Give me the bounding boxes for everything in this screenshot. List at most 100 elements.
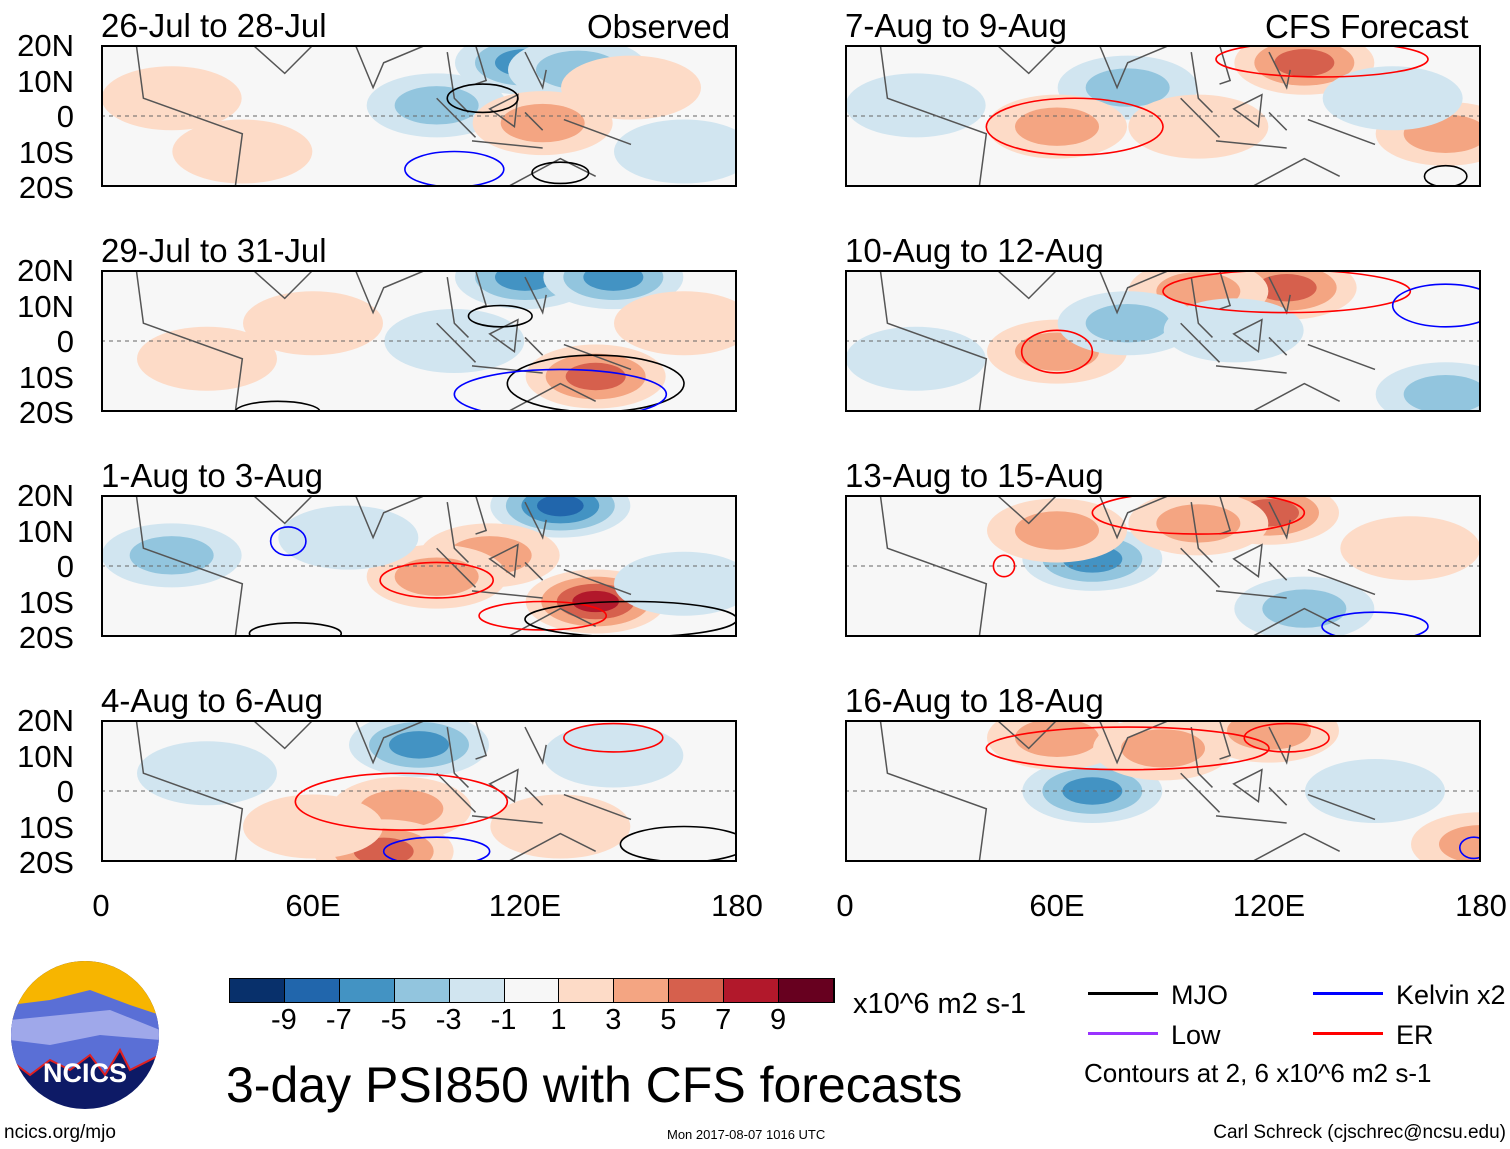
logo-text: NCICS (43, 1058, 127, 1088)
map-panel (845, 45, 1481, 187)
panel-frame (101, 495, 737, 637)
lat-tick-label: 20N (17, 478, 74, 513)
wave-contour (1162, 270, 1412, 314)
anomaly-shading (1274, 49, 1335, 77)
legend-label: Low (1171, 1020, 1221, 1050)
anomaly-shading (1403, 375, 1481, 412)
forecast-label: CFS Forecast (1265, 8, 1469, 45)
panel-frame (101, 270, 737, 412)
lat-tick-label: 10S (18, 134, 74, 170)
lat-tick-label: 10S (18, 584, 74, 620)
lon-tick-label: 60E (1029, 888, 1085, 923)
anomaly-shading (389, 731, 449, 759)
anomaly-shading (565, 362, 626, 391)
anomaly-shading (1340, 516, 1481, 581)
legend-label: ER (1396, 1020, 1434, 1050)
anomaly-shading (1163, 298, 1304, 363)
lat-tick-label: 20S (18, 170, 74, 205)
lat-tick-label: 10N (17, 288, 74, 324)
lat-tick-label: 10S (18, 359, 74, 395)
colorbar-label: -5 (380, 1004, 407, 1036)
anomaly-shading (614, 291, 737, 356)
anomaly-shading (129, 536, 214, 575)
legend-line (1313, 992, 1383, 995)
lat-tick-label: 20S (18, 845, 74, 880)
lon-tick-label: 180 (711, 888, 763, 923)
panel-frame (101, 45, 737, 187)
anomaly-shading (500, 103, 585, 143)
anomaly-shading (1085, 304, 1170, 343)
lon-tick-label: 120E (488, 888, 562, 923)
lon-tick-label: 120E (1232, 888, 1306, 923)
anomaly-shading (845, 326, 986, 391)
legend-line (1313, 1032, 1383, 1035)
colorbar-swatch (394, 979, 450, 1002)
map-panel (101, 495, 737, 637)
footer-link[interactable]: ncics.org/mjo (4, 1122, 116, 1143)
colorbar-swatch (449, 979, 505, 1002)
lon-tick-label: 0 (836, 888, 854, 923)
wave-contour (1020, 329, 1094, 374)
wave-contour (1459, 836, 1481, 860)
wave-contour (1215, 45, 1429, 78)
panel-frame (101, 720, 737, 862)
colorbar-label: 1 (550, 1004, 567, 1036)
anomaly-shading (845, 73, 986, 138)
lat-tick-label: 0 (56, 99, 74, 134)
wave-contour (531, 161, 590, 185)
legend-label: MJO (1171, 980, 1228, 1010)
colorbar-label: -7 (325, 1004, 352, 1036)
panel-frame (845, 45, 1481, 187)
anomaly-shading (1085, 68, 1170, 107)
colorbar-label: -3 (435, 1004, 462, 1036)
anomaly-shading (614, 551, 737, 616)
panel-title: 4-Aug to 6-Aug (101, 682, 323, 719)
panel-title: 7-Aug to 9-Aug (845, 7, 1067, 44)
anomaly-shading (543, 723, 684, 788)
anomaly-shading (537, 495, 584, 517)
anomaly-shading (1322, 66, 1463, 131)
anomaly-shading (561, 55, 701, 120)
anomaly-shading (137, 326, 277, 391)
wave-contour (1091, 495, 1306, 535)
wave-contour (382, 836, 491, 862)
colorbar-swatch (230, 979, 285, 1002)
wave-contour (992, 554, 1016, 578)
anomaly-shading (172, 119, 313, 184)
wave-contour (985, 726, 1270, 771)
colorbar-swatch (669, 979, 725, 1002)
anomaly-shading (1121, 729, 1205, 768)
panel-title: 26-Jul to 28-Jul (101, 7, 327, 44)
wave-contour (524, 600, 737, 637)
map-panel (101, 270, 737, 412)
wave-contour (467, 304, 533, 328)
lat-tick-label: 10S (18, 809, 74, 845)
map-panel (845, 495, 1481, 637)
anomaly-shading (490, 794, 631, 859)
wave-contour (985, 97, 1164, 156)
lat-tick-label: 10N (17, 513, 74, 549)
lat-tick-label: 20N (17, 253, 74, 288)
ncics-logo: NCICS (11, 961, 159, 1109)
anomaly-shading (583, 270, 644, 291)
colorbar-label: -1 (490, 1004, 517, 1036)
wave-contour (563, 722, 664, 753)
units-label: x10^6 m2 s-1 (853, 988, 1027, 1020)
colorbar-swatch (779, 979, 834, 1002)
colorbar-label: 9 (770, 1004, 787, 1036)
anomaly-shading (243, 291, 383, 356)
panel-frame (845, 270, 1481, 412)
colorbar-label: -9 (271, 1004, 297, 1036)
lon-tick-label: 60E (285, 888, 341, 923)
anomaly-shading (1015, 107, 1099, 146)
wave-contour (294, 772, 509, 831)
wave-contour (234, 400, 321, 412)
colorbar-label: 5 (660, 1004, 677, 1036)
anomaly-shading (495, 270, 555, 291)
colorbar-swatch (504, 979, 560, 1002)
contour-note: Contours at 2, 6 x10^6 m2 s-1 (1084, 1058, 1432, 1088)
panel-title: 1-Aug to 3-Aug (101, 457, 323, 494)
colorbar-label: 3 (605, 1004, 622, 1036)
anomaly-shading (101, 66, 242, 131)
